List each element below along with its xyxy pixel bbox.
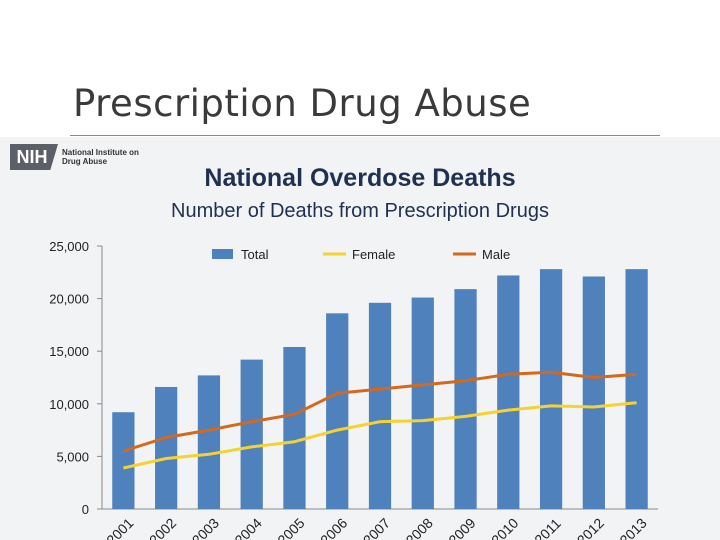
bar-total [582, 276, 605, 509]
x-tick-label: 2008 [403, 515, 436, 540]
nih-logo: NIH National Institute on Drug Abuse [10, 143, 142, 171]
y-tick-label: 0 [82, 502, 89, 517]
plot-area: 0 5,000 10,000 15,000 20,000 25,000 2001 2002 20… [49, 239, 658, 540]
chart-subtitle: Number of Deaths from Prescription Drugs [171, 200, 549, 222]
bar-total [411, 297, 434, 509]
legend: Total Female Male [212, 247, 510, 262]
x-tick-label: 2004 [231, 515, 264, 540]
bar-total [368, 302, 392, 509]
x-tick-label: 2001 [103, 515, 136, 540]
x-tick-label: 2012 [574, 515, 607, 540]
title-divider [70, 135, 660, 136]
chart-title: National Overdose Deaths [204, 164, 515, 192]
slide-title: Prescription Drug Abuse [73, 82, 532, 125]
x-tick-label: 2013 [616, 515, 649, 540]
x-tick-label: 2010 [488, 515, 521, 540]
bar-total [240, 359, 263, 509]
bar-total [454, 289, 477, 509]
bar-total [197, 375, 221, 509]
bar-total [497, 275, 520, 509]
legend-swatch-total [212, 249, 233, 259]
x-tick-label: 2006 [317, 515, 350, 540]
bar-total [625, 269, 648, 509]
x-tick-label: 2009 [445, 515, 478, 540]
bar-total [155, 386, 178, 509]
line-male [122, 370, 637, 453]
x-tick-label: 2003 [189, 515, 222, 540]
y-tick-label: 10,000 [49, 397, 89, 412]
chart-panel: National Overdose Deaths Number of Death… [0, 137, 720, 540]
y-tick-label: 25,000 [49, 239, 89, 254]
line-female [123, 401, 637, 470]
nih-logo-text: National Institute on Drug Abuse [62, 148, 139, 166]
x-tick-label: 2005 [274, 515, 307, 540]
bar-total [112, 412, 135, 509]
x-tick-label: 2007 [360, 515, 393, 540]
x-tick-label: 2002 [146, 515, 179, 540]
y-tick-label: 5,000 [56, 449, 89, 464]
legend-label-total: Total [241, 247, 269, 262]
overdose-chart: National Overdose Deaths Number of Death… [49, 164, 658, 540]
bar-total [283, 346, 306, 509]
bar-total [326, 313, 349, 509]
y-tick-label: 20,000 [49, 292, 89, 307]
nih-logo-mark: NIH [10, 144, 58, 170]
y-tick-label: 15,000 [49, 344, 89, 359]
legend-label-female: Female [352, 247, 395, 262]
bar-total [539, 269, 563, 509]
legend-label-male: Male [482, 247, 510, 262]
x-tick-label: 2011 [531, 515, 564, 540]
